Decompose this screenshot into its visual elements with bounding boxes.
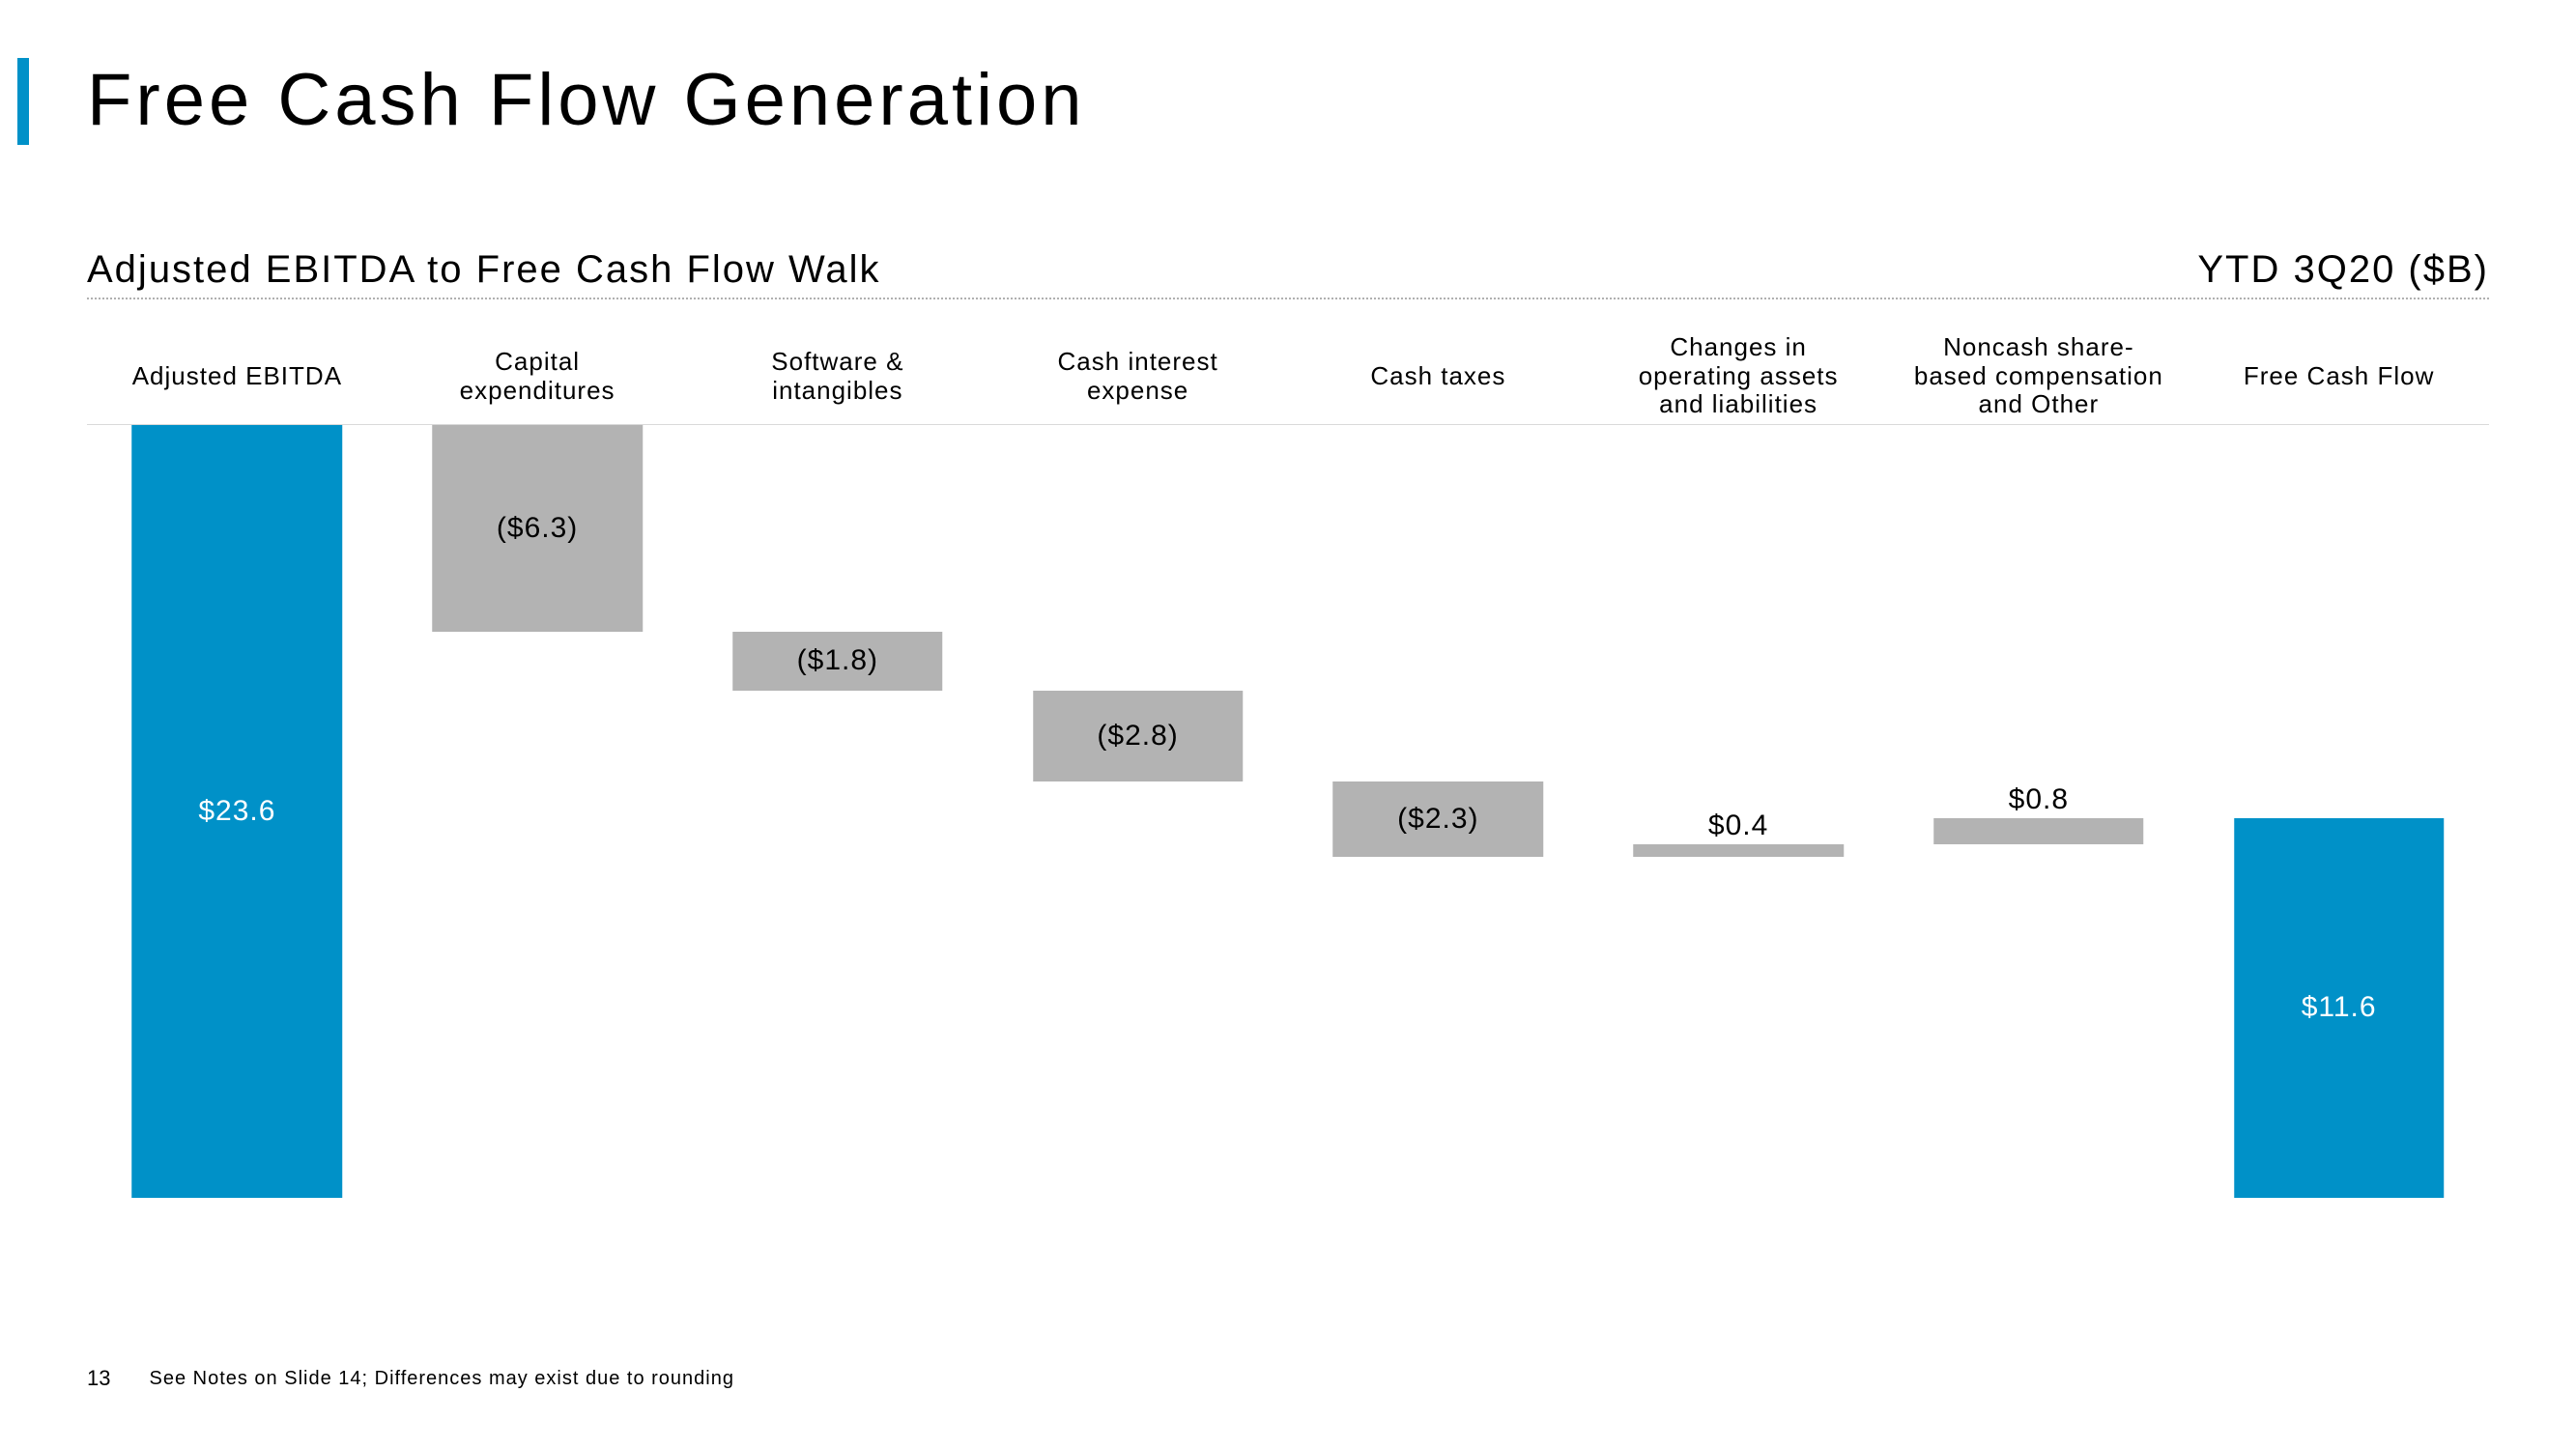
footnote: See Notes on Slide 14; Differences may e… (149, 1368, 734, 1390)
column-label: Cash taxes (1288, 328, 1589, 424)
column-label: Software &intangibles (688, 328, 988, 424)
waterfall-step-bar: ($2.8) (1033, 691, 1244, 782)
chart-column: $0.8 (1889, 425, 2190, 1198)
bar-value-label: ($2.8) (1097, 720, 1178, 753)
bar-value-label: ($1.8) (797, 644, 878, 677)
waterfall-step-bar (1633, 844, 1844, 858)
footer: 13 See Notes on Slide 14; Differences ma… (87, 1366, 734, 1391)
chart-column: ($2.8) (987, 425, 1288, 1198)
page-title: Free Cash Flow Generation (87, 58, 2489, 142)
bar-value-label: $23.6 (198, 795, 275, 828)
subtitle-row: Adjusted EBITDA to Free Cash Flow Walk Y… (87, 248, 2489, 299)
bar-value-label: ($2.3) (1397, 803, 1478, 836)
slide: Free Cash Flow Generation Adjusted EBITD… (0, 0, 2576, 1449)
column-label: Changes inoperating assetsand liabilitie… (1589, 328, 1889, 424)
page-number: 13 (87, 1366, 110, 1391)
column-label: Free Cash Flow (2189, 328, 2489, 424)
chart-column: ($6.3) (387, 425, 688, 1198)
waterfall-total-bar: $23.6 (132, 425, 343, 1198)
bar-value-label: $0.8 (1889, 783, 2190, 816)
chart-column: $11.6 (2189, 425, 2489, 1198)
waterfall-step-bar: ($6.3) (432, 425, 643, 632)
chart-subtitle: Adjusted EBITDA to Free Cash Flow Walk (87, 248, 880, 292)
column-label: Cash interestexpense (987, 328, 1288, 424)
column-label: Adjusted EBITDA (87, 328, 387, 424)
waterfall-total-bar: $11.6 (2234, 818, 2445, 1198)
waterfall-step-bar: ($2.3) (1333, 781, 1544, 857)
column-label: Capitalexpenditures (387, 328, 688, 424)
bar-value-label: $0.4 (1589, 810, 1889, 842)
waterfall-chart: Adjusted EBITDACapitalexpendituresSoftwa… (87, 328, 2489, 1198)
bar-value-label: $11.6 (2302, 991, 2377, 1024)
waterfall-step-bar: ($1.8) (732, 632, 943, 691)
chart-column: ($2.3) (1288, 425, 1589, 1198)
column-labels-row: Adjusted EBITDACapitalexpendituresSoftwa… (87, 328, 2489, 425)
chart-column: $0.4 (1589, 425, 1889, 1198)
waterfall-step-bar (1933, 818, 2144, 844)
chart-plot-area: $23.6 ($6.3) ($1.8) ($2.8) ($2.3) $0.4$0.8 $11… (87, 425, 2489, 1198)
title-accent-bar (17, 58, 29, 145)
period-label: YTD 3Q20 ($B) (2197, 248, 2489, 292)
chart-column: $23.6 (87, 425, 387, 1198)
chart-column: ($1.8) (688, 425, 988, 1198)
bar-value-label: ($6.3) (497, 512, 578, 545)
column-label: Noncash share-based compensationand Othe… (1889, 328, 2190, 424)
